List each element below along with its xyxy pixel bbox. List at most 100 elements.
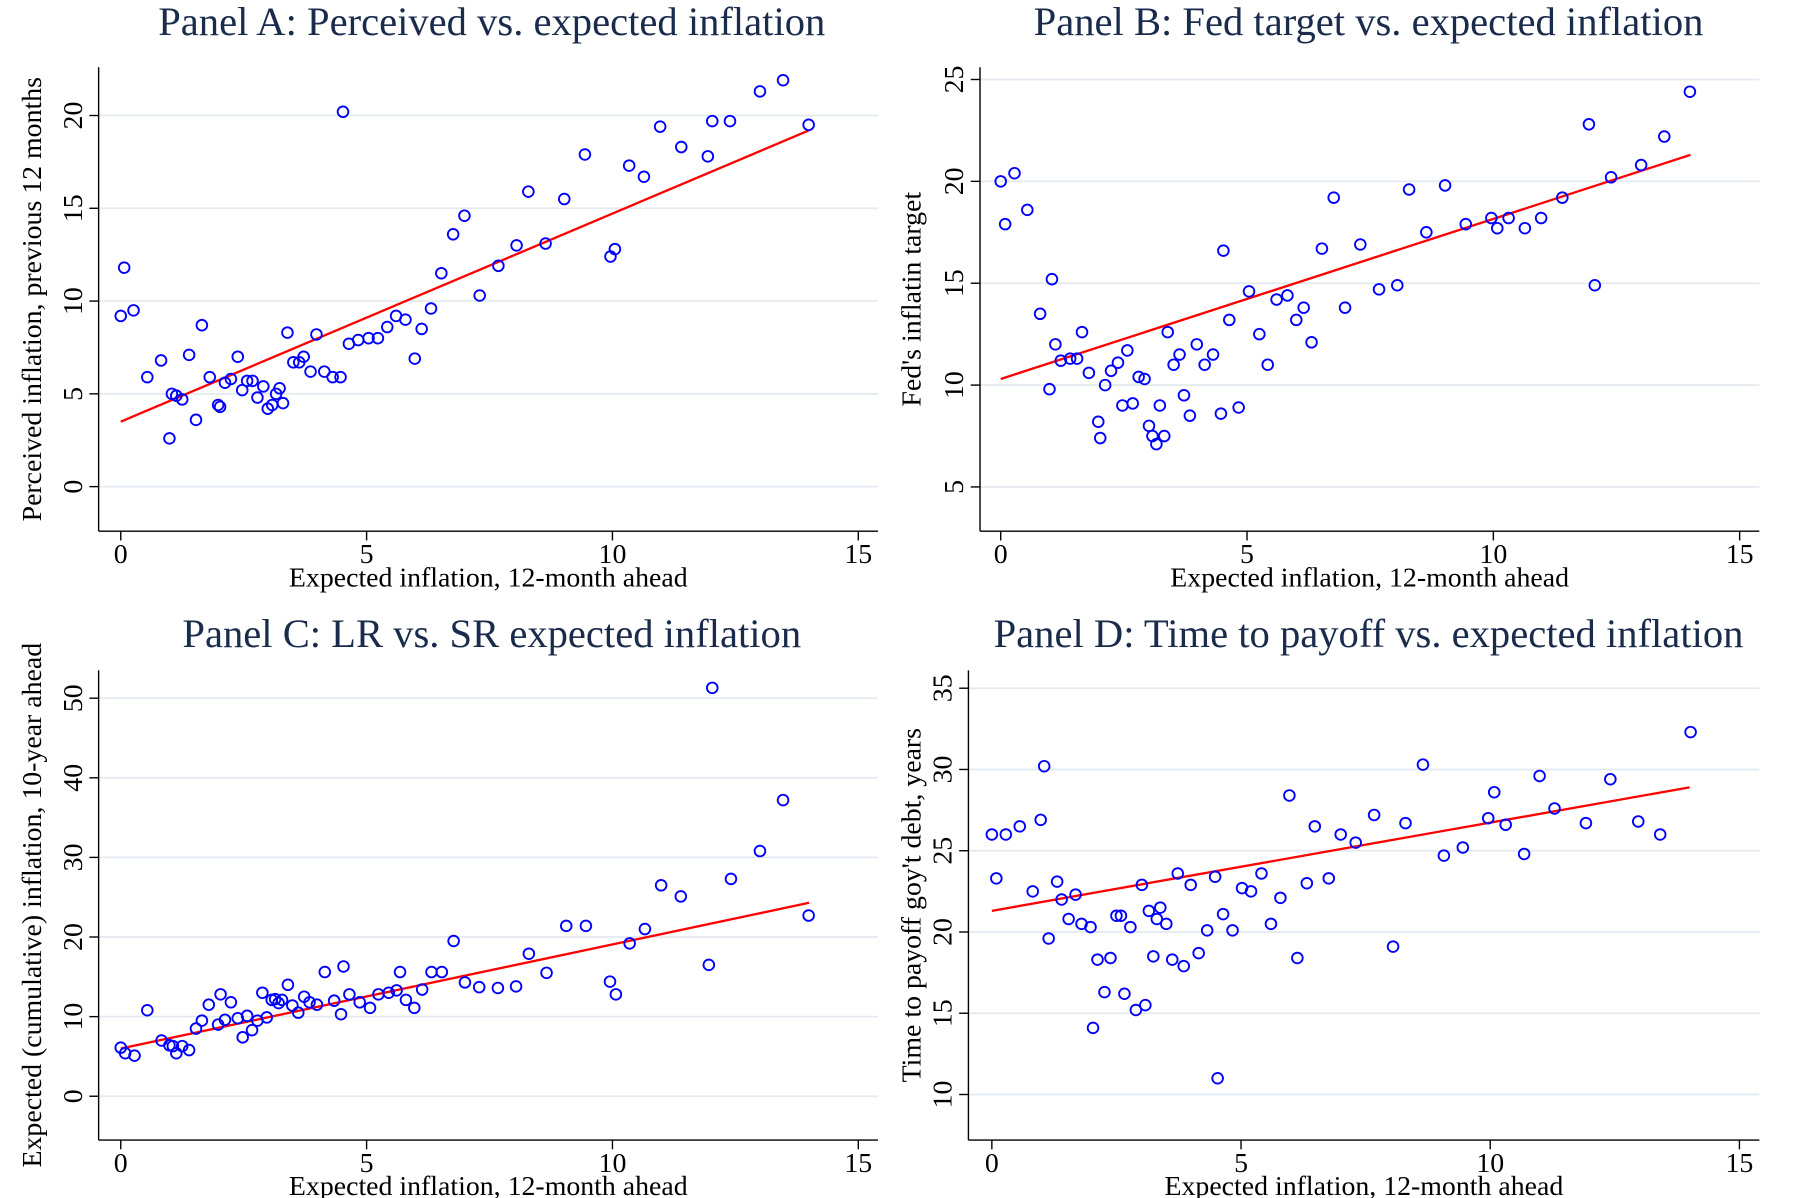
point bbox=[1253, 327, 1266, 341]
point bbox=[1154, 901, 1167, 914]
point bbox=[353, 996, 366, 1009]
point bbox=[435, 266, 448, 280]
point bbox=[281, 978, 295, 992]
point bbox=[1190, 338, 1204, 351]
point bbox=[1322, 872, 1336, 885]
point bbox=[990, 872, 1003, 885]
point bbox=[1208, 870, 1222, 883]
point bbox=[1556, 191, 1569, 204]
point bbox=[706, 114, 719, 128]
point bbox=[1367, 808, 1381, 822]
point bbox=[1091, 953, 1104, 966]
x-tick-label: 0 bbox=[114, 1148, 128, 1179]
fit-line bbox=[1000, 153, 1691, 381]
point bbox=[701, 150, 715, 163]
x-tick-label: 15 bbox=[844, 539, 872, 570]
y-axis-label: Time to payoff goy't debt, years bbox=[896, 728, 927, 1082]
point bbox=[351, 333, 365, 347]
x-axis-label: Expected inflation, 12-month ahead bbox=[1165, 1171, 1564, 1198]
point bbox=[251, 391, 264, 404]
point bbox=[1499, 818, 1512, 831]
point bbox=[408, 1001, 421, 1015]
point bbox=[1223, 313, 1236, 327]
point bbox=[425, 965, 438, 979]
point bbox=[1075, 325, 1089, 339]
point bbox=[362, 331, 375, 345]
point bbox=[447, 934, 460, 948]
point bbox=[522, 947, 536, 960]
point bbox=[245, 1023, 259, 1037]
point bbox=[622, 159, 636, 172]
y-tick-label: 10 bbox=[58, 287, 89, 315]
point bbox=[1270, 293, 1283, 306]
point bbox=[1138, 372, 1151, 386]
point bbox=[128, 1049, 141, 1062]
y-tick-label: 25 bbox=[939, 66, 970, 94]
y-tick-label: 0 bbox=[58, 480, 89, 494]
y-tick-label: 15 bbox=[928, 999, 959, 1027]
point bbox=[214, 988, 227, 1001]
point bbox=[246, 374, 259, 388]
point bbox=[510, 239, 523, 252]
x-tick-label: 5 bbox=[1240, 539, 1254, 570]
point bbox=[1183, 409, 1197, 422]
fit-line bbox=[120, 129, 810, 423]
point bbox=[1026, 885, 1039, 898]
point bbox=[539, 237, 552, 250]
point bbox=[654, 879, 668, 892]
point bbox=[1653, 828, 1667, 841]
y-tick-label: 0 bbox=[58, 1089, 89, 1103]
point bbox=[1420, 226, 1433, 239]
point bbox=[472, 980, 486, 994]
x-tick-label: 0 bbox=[114, 539, 128, 570]
point bbox=[1485, 211, 1498, 225]
point bbox=[638, 922, 652, 936]
point bbox=[195, 1014, 209, 1027]
point bbox=[175, 393, 189, 406]
point bbox=[1349, 836, 1362, 849]
point bbox=[674, 890, 688, 903]
point bbox=[1242, 285, 1256, 298]
y-axis-label: Fed's inflatin target bbox=[896, 192, 927, 407]
point bbox=[985, 828, 999, 841]
point bbox=[1588, 278, 1602, 292]
point bbox=[363, 1001, 377, 1015]
point bbox=[1142, 419, 1156, 433]
point bbox=[287, 356, 300, 369]
point bbox=[337, 960, 350, 973]
point bbox=[1579, 816, 1593, 830]
point bbox=[1082, 366, 1096, 380]
point bbox=[603, 975, 617, 988]
point bbox=[1118, 987, 1131, 1001]
point bbox=[1104, 364, 1118, 378]
y-axis-label: Perceived inflation, previous 12 months bbox=[17, 77, 48, 521]
point bbox=[1167, 358, 1180, 371]
y-tick-label: 40 bbox=[58, 764, 89, 792]
point bbox=[260, 1011, 274, 1024]
x-tick-label: 10 bbox=[599, 539, 627, 570]
point bbox=[458, 976, 472, 989]
y-tick-label: 15 bbox=[939, 269, 970, 297]
point bbox=[1456, 841, 1470, 854]
point bbox=[1308, 820, 1322, 833]
point bbox=[114, 309, 128, 323]
point bbox=[1069, 888, 1082, 901]
point bbox=[1084, 920, 1097, 934]
point bbox=[1684, 725, 1697, 739]
point bbox=[776, 793, 790, 807]
point bbox=[399, 313, 412, 326]
y-tick-label: 5 bbox=[939, 480, 970, 494]
point bbox=[1124, 920, 1137, 934]
panel-title: Panel C: LR vs. SR expected inflation bbox=[182, 611, 801, 656]
point bbox=[175, 1039, 189, 1053]
point bbox=[753, 85, 767, 98]
point bbox=[623, 937, 636, 950]
point bbox=[753, 844, 767, 858]
point bbox=[1487, 785, 1501, 799]
point bbox=[327, 994, 341, 1007]
point bbox=[1291, 951, 1304, 965]
point bbox=[1437, 849, 1451, 862]
panel-title: Panel B: Fed target vs. expected inflati… bbox=[1034, 0, 1704, 44]
point bbox=[998, 217, 1012, 231]
